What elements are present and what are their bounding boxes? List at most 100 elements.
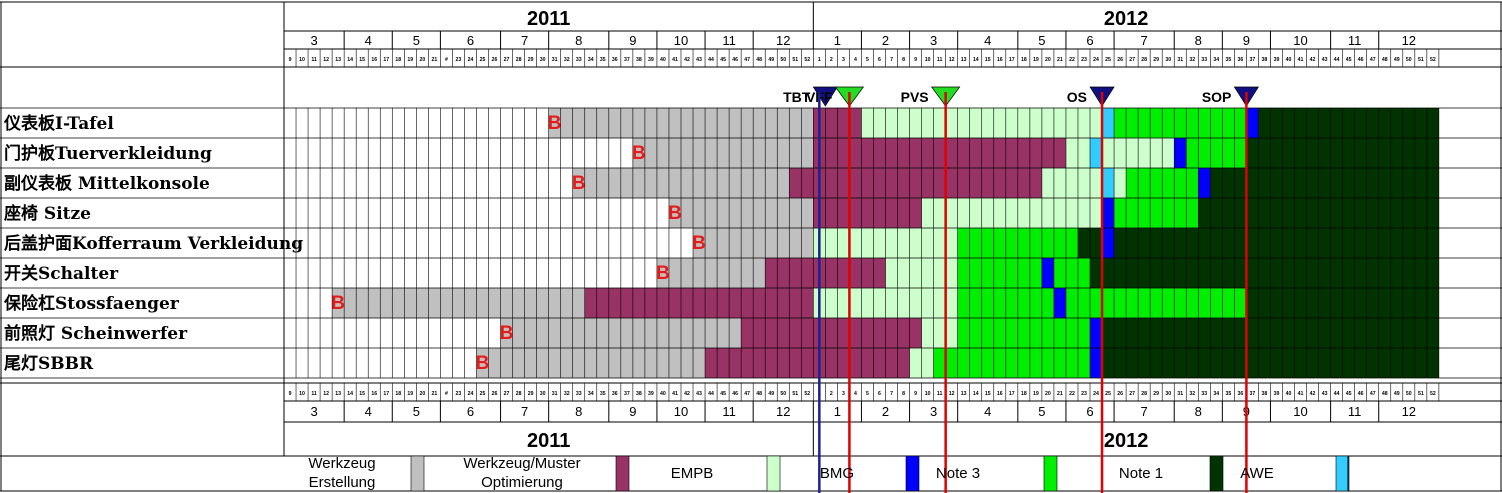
week-label-bottom: 21 xyxy=(431,391,437,397)
b-marker: B xyxy=(331,293,345,314)
month-label-bottom: 3 xyxy=(310,404,317,419)
week-label-bottom: 46 xyxy=(1358,391,1364,397)
week-label-top: 50 xyxy=(780,57,786,63)
week-label-top: 52 xyxy=(1430,57,1436,63)
legend-label: AWE xyxy=(1240,465,1274,482)
gantt-segment xyxy=(584,288,814,318)
week-label-bottom: 5 xyxy=(866,391,869,397)
week-label-bottom: 4 xyxy=(854,391,857,397)
gantt-segment xyxy=(1114,168,1127,198)
week-label-bottom: 32 xyxy=(564,391,570,397)
week-label-top: 37 xyxy=(1250,57,1256,63)
legend-label: Note 1 xyxy=(1119,465,1163,482)
week-label-bottom: 22 xyxy=(1069,391,1075,397)
week-label-top: 42 xyxy=(1310,57,1316,63)
legend-swatch xyxy=(615,455,630,492)
week-label-top: 24 xyxy=(468,57,474,63)
gantt-segment xyxy=(1114,108,1247,138)
week-label-bottom: 51 xyxy=(792,391,798,397)
week-label-bottom: 46 xyxy=(732,391,738,397)
week-label-top: 26 xyxy=(1117,57,1123,63)
week-label-top: 51 xyxy=(792,57,798,63)
week-label-top: # xyxy=(445,57,448,63)
gantt-segment xyxy=(1114,198,1199,228)
month-label-bottom: 8 xyxy=(575,404,582,419)
month-label-top: 12 xyxy=(776,33,790,48)
week-label-top: 30 xyxy=(540,57,546,63)
week-label-bottom: 50 xyxy=(780,391,786,397)
vertical-line-layer xyxy=(818,92,1248,493)
week-label-top: 15 xyxy=(985,57,991,63)
week-label-top: 43 xyxy=(696,57,702,63)
month-label-top: 2 xyxy=(882,33,889,48)
gantt-segment xyxy=(1114,228,1439,258)
week-label-top: 3 xyxy=(842,57,845,63)
week-label-bottom: 34 xyxy=(1213,391,1219,397)
gantt-segment xyxy=(1102,198,1115,228)
week-label-bottom: 29 xyxy=(528,391,534,397)
week-label-bottom: 15 xyxy=(359,391,365,397)
week-label-top: 41 xyxy=(1298,57,1304,63)
month-label-bottom: 5 xyxy=(413,404,420,419)
week-label-top: 20 xyxy=(1045,57,1051,63)
week-label-bottom: 44 xyxy=(1334,391,1340,397)
b-marker: B xyxy=(548,113,562,134)
gantt-segment xyxy=(1102,108,1115,138)
week-label-bottom: 12 xyxy=(949,391,955,397)
week-label-top: 18 xyxy=(395,57,401,63)
week-label-bottom: 48 xyxy=(756,391,762,397)
week-label-top: 6 xyxy=(878,57,881,63)
week-label-bottom: 6 xyxy=(878,391,881,397)
gantt-segment xyxy=(1090,258,1439,288)
month-label-top: 7 xyxy=(521,33,528,48)
week-label-bottom: 51 xyxy=(1418,391,1424,397)
gantt-segment xyxy=(332,288,585,318)
week-label-bottom: 20 xyxy=(419,391,425,397)
gantt-segment xyxy=(789,168,1042,198)
year-label-top: 2011 xyxy=(527,8,570,30)
week-label-top: 14 xyxy=(347,57,353,63)
legend-label: Erstellung xyxy=(309,474,376,491)
week-label-top: 14 xyxy=(973,57,979,63)
week-label-top: 44 xyxy=(1334,57,1340,63)
gantt-segment xyxy=(1258,108,1439,138)
week-label-top: 22 xyxy=(1069,57,1075,63)
legend-label: Werkzeug xyxy=(308,455,375,472)
week-label-bottom: 3 xyxy=(842,391,845,397)
legend-label: Werkzeug/Muster xyxy=(463,455,580,472)
week-label-top: 47 xyxy=(1370,57,1376,63)
b-marker: B xyxy=(476,353,490,374)
week-label-top: 42 xyxy=(684,57,690,63)
gantt-segment xyxy=(1186,138,1247,168)
week-label-bottom: # xyxy=(445,391,448,397)
legend-label: BMG xyxy=(820,465,854,482)
legend-label: Optimierung xyxy=(481,474,563,491)
week-label-top: 46 xyxy=(1358,57,1364,63)
week-label-top: 27 xyxy=(1129,57,1135,63)
week-label-top: 50 xyxy=(1406,57,1412,63)
week-label-bottom: 9 xyxy=(289,391,292,397)
row-label: 仪表板I-Tafel xyxy=(3,113,114,134)
week-label-top: 45 xyxy=(1346,57,1352,63)
week-label-top: 34 xyxy=(1213,57,1219,63)
week-label-bottom: 18 xyxy=(395,391,401,397)
gantt-segment xyxy=(1210,168,1439,198)
week-label-bottom: 50 xyxy=(1406,391,1412,397)
b-marker: B xyxy=(572,173,586,194)
week-label-bottom: 31 xyxy=(1177,391,1183,397)
milestone-label: SOP xyxy=(1202,89,1232,105)
week-label-top: 38 xyxy=(636,57,642,63)
week-label-bottom: 13 xyxy=(961,391,967,397)
week-label-top: 37 xyxy=(624,57,630,63)
week-label-bottom: 10 xyxy=(925,391,931,397)
gantt-segment xyxy=(957,258,1042,288)
week-label-bottom: 30 xyxy=(1165,391,1171,397)
week-label-bottom: 25 xyxy=(1105,391,1111,397)
month-label-top: 7 xyxy=(1141,33,1148,48)
month-label-top: 1 xyxy=(834,33,841,48)
week-label-top: 48 xyxy=(1382,57,1388,63)
month-label-top: 9 xyxy=(1243,33,1250,48)
week-label-top: 23 xyxy=(456,57,462,63)
week-label-top: 52 xyxy=(804,57,810,63)
week-label-top: 9 xyxy=(914,57,917,63)
